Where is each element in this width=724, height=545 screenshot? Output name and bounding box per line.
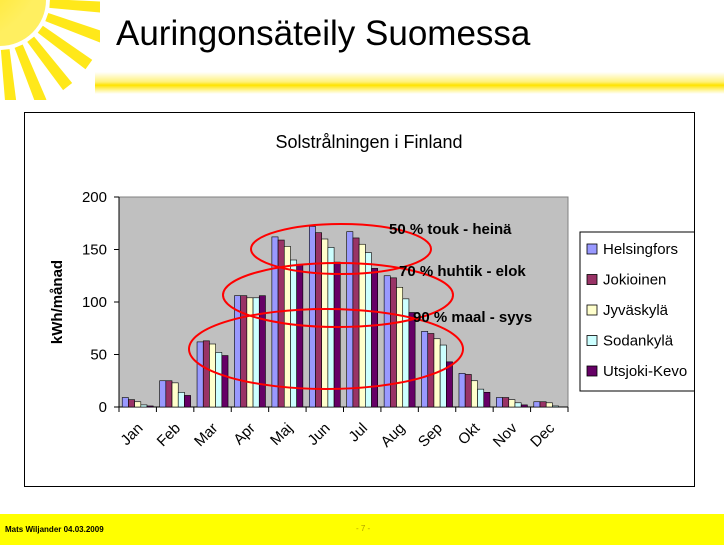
bar [483,391,491,408]
bar [146,405,154,408]
footer-author-date: Mats Wiljander 04.03.2009 [5,525,104,534]
sun-ray [14,44,47,100]
y-tick-label: 50 [90,347,107,364]
bar [159,380,167,408]
legend-swatch [586,365,598,377]
bar [134,401,142,408]
x-tick-label: Mar [191,420,221,450]
bar [396,287,404,408]
bar [383,275,391,408]
bar [514,402,522,408]
bar [315,232,322,408]
x-tick-label: Jul [345,420,371,446]
slide-title: Auringonsäteily Suomessa [116,14,531,53]
sun-logo [0,0,100,100]
bar [471,380,478,408]
bar [496,397,503,408]
y-tick-label: 150 [82,242,107,259]
annotation-text-50: 50 % touk - heinä [389,221,512,238]
legend-swatch [586,304,598,316]
legend-label: Utsjoki-Kevo [603,363,687,380]
x-tick-label: Maj [267,420,296,449]
bar [446,361,453,408]
x-tick-label: Aug [378,420,409,451]
legend-swatch [586,274,598,285]
bar [333,261,341,408]
bar [209,343,216,408]
sun-ray [45,12,100,43]
annotation-ellipse-50 [250,223,432,275]
bar [439,344,447,408]
bar [202,340,210,408]
bar [502,397,510,408]
bar [258,295,266,408]
plot-area [118,196,569,408]
bar [140,404,148,408]
bar [508,399,516,408]
bar [184,395,191,408]
sun-ray [27,36,73,91]
chart: Solstrålningen i Finland 0 50 100 150 200 kWh/… [49,132,694,451]
y-tick-label: 0 [99,399,107,416]
sun-ray [0,49,17,100]
footer-bar: Mats Wiljander 04.03.2009 - 7 - [0,514,724,545]
x-tick-label: Nov [490,419,521,450]
legend-label: Jokioinen [603,272,666,289]
x-tick-label: Jan [117,420,146,449]
annotation-ellipse-90 [188,308,464,390]
x-tick-label: Apr [230,420,259,449]
bar [165,380,173,408]
x-tick-label: Sep [415,420,446,451]
bar [390,277,397,408]
y-tick-label: 200 [82,189,107,206]
sun-ray [49,0,100,13]
bar [533,401,541,408]
bar [346,231,354,408]
bar [421,331,429,408]
x-tick-label: Okt [455,419,484,448]
annotation-ellipse-70 [222,262,454,328]
bar [464,374,472,408]
x-tick-label: Feb [154,420,184,450]
bar [215,352,223,408]
x-tick-label: Dec [527,419,558,450]
legend-label: Sodankylä [603,333,674,350]
bar [408,312,416,408]
bar [308,226,316,408]
bar [296,263,304,408]
legend-box [579,231,694,392]
bar [177,391,185,408]
y-axis-label: kWh/månad [49,260,66,344]
bar [371,268,379,408]
bar [365,252,372,408]
title-underline-bar [95,72,724,94]
bar [427,333,435,408]
footer-page-number: - 7 - [356,524,371,533]
bar [477,388,485,408]
chart-title: Solstrålningen i Finland [275,132,462,152]
bar [290,259,297,408]
legend-swatch [586,335,598,346]
bar [539,401,547,408]
annotation-text-90: 90 % maal - syys [413,309,532,326]
y-tick-label: 100 [82,294,107,311]
bar [458,373,466,408]
annotation-text-70: 70 % huhtik - elok [399,263,526,280]
bar [196,341,204,408]
bar [121,397,129,408]
bar [520,404,528,408]
chart-frame: Solstrålningen i Finland 0 50 100 150 200 kWh/… [24,112,695,487]
bar [552,405,559,408]
legend-label: Helsingfors [603,241,678,258]
bar [128,399,135,408]
bar [171,382,179,408]
x-tick-label: Jun [304,420,333,449]
legend-swatch [586,243,598,255]
bar [221,355,229,408]
legend-label: Jyväskylä [603,302,669,319]
bar [545,402,553,408]
sun-ray [37,25,93,70]
